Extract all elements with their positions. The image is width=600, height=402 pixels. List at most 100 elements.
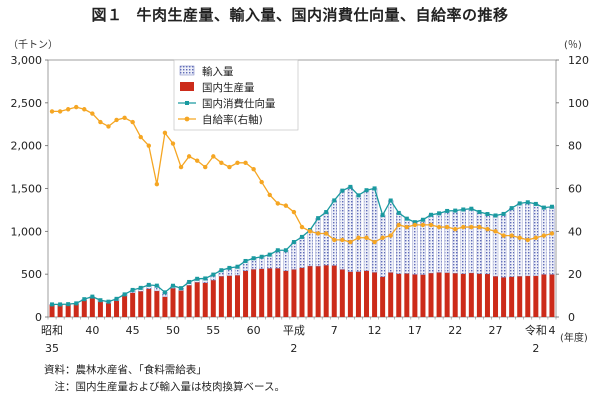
consumption-point bbox=[324, 210, 329, 215]
self-sufficiency-point bbox=[275, 201, 281, 206]
bar-domestic-production bbox=[412, 274, 418, 317]
consumption-point bbox=[469, 206, 474, 211]
bar-domestic-production bbox=[243, 270, 249, 317]
self-sufficiency-point bbox=[219, 160, 224, 165]
consumption-point bbox=[283, 248, 288, 253]
bar-domestic-production bbox=[218, 276, 224, 317]
bar-imports bbox=[420, 219, 426, 275]
bar-domestic-production bbox=[339, 269, 345, 317]
left-tick-label: 1,500 bbox=[11, 183, 43, 196]
bar-domestic-production bbox=[65, 304, 71, 317]
bar-imports bbox=[460, 209, 466, 274]
consumption-point bbox=[267, 252, 272, 257]
bar-layer bbox=[49, 186, 555, 317]
consumption-point bbox=[541, 205, 546, 210]
bar-domestic-production bbox=[509, 276, 515, 317]
consumption-point bbox=[396, 210, 401, 215]
x-tick-label: 55 bbox=[206, 324, 220, 337]
consumption-point bbox=[364, 188, 369, 193]
self-sufficiency-point bbox=[525, 237, 530, 243]
legend-domestic-label: 国内生産量 bbox=[202, 81, 255, 94]
self-sufficiency-point bbox=[307, 229, 313, 234]
self-sufficiency-point bbox=[162, 130, 168, 136]
self-sufficiency-point bbox=[509, 233, 514, 238]
bar-imports bbox=[444, 210, 450, 273]
bar-domestic-production bbox=[210, 280, 216, 317]
x-tick-label: 平成 bbox=[283, 324, 305, 337]
bar-imports bbox=[283, 250, 289, 271]
x-axis-unit: (年度) bbox=[560, 333, 588, 344]
self-sufficiency-point bbox=[211, 154, 216, 159]
self-sufficiency-point bbox=[517, 235, 522, 240]
self-sufficiency-point bbox=[453, 226, 458, 232]
consumption-point bbox=[74, 301, 79, 306]
x-tick-label-sub: 2 bbox=[532, 342, 539, 355]
bar-domestic-production bbox=[105, 303, 111, 317]
self-sufficiency-point bbox=[178, 164, 184, 170]
bar-domestic-production bbox=[541, 274, 547, 317]
bar-domestic-production bbox=[178, 290, 184, 317]
bar-imports bbox=[541, 207, 547, 275]
self-sufficiency-point bbox=[170, 141, 176, 146]
bar-domestic-production bbox=[388, 272, 394, 317]
bar-domestic-production bbox=[533, 275, 539, 317]
self-sufficiency-point bbox=[549, 231, 555, 236]
bar-imports bbox=[476, 211, 483, 274]
consumption-point bbox=[388, 198, 393, 203]
self-sufficiency-point bbox=[259, 179, 264, 185]
source-note: 資料：農林水産省、「食料需給表」 bbox=[44, 364, 207, 376]
x-tick-label: 50 bbox=[166, 324, 180, 337]
bar-domestic-production bbox=[130, 292, 136, 317]
bar-imports bbox=[355, 195, 362, 272]
consumption-point bbox=[356, 193, 361, 198]
bar-domestic-production bbox=[468, 272, 474, 317]
consumption-point bbox=[219, 268, 224, 273]
left-tick-label: 2,000 bbox=[11, 140, 43, 153]
bar-imports bbox=[484, 213, 491, 275]
x-tick-label: 40 bbox=[85, 324, 99, 337]
x-tick-label: 7 bbox=[331, 324, 338, 337]
self-sufficiency-point bbox=[291, 209, 297, 215]
left-tick-label: 3,000 bbox=[11, 54, 43, 67]
self-sufficiency-point bbox=[57, 109, 63, 114]
consumption-point bbox=[429, 212, 434, 217]
bar-imports bbox=[379, 214, 386, 277]
consumption-point bbox=[203, 276, 208, 281]
self-sufficiency-point bbox=[235, 160, 240, 165]
consumption-point bbox=[525, 200, 530, 205]
consumption-point bbox=[404, 216, 409, 221]
bar-domestic-production bbox=[380, 276, 386, 317]
bar-imports bbox=[315, 217, 321, 267]
bar-domestic-production bbox=[114, 300, 120, 317]
consumption-point bbox=[453, 208, 458, 213]
self-sufficiency-point bbox=[186, 154, 192, 159]
consumption-point bbox=[243, 258, 248, 263]
right-tick-label: 40 bbox=[568, 225, 582, 238]
self-sufficiency-point bbox=[332, 237, 337, 243]
legend-self-sufficiency-label: 自給率(右軸) bbox=[202, 113, 263, 126]
self-sufficiency-point bbox=[243, 160, 248, 165]
bar-domestic-production bbox=[291, 269, 297, 317]
bar-imports bbox=[500, 213, 507, 278]
self-sufficiency-point bbox=[493, 229, 498, 234]
x-tick-label: 4 bbox=[548, 324, 555, 337]
consumption-point bbox=[227, 265, 232, 270]
consumption-point bbox=[58, 302, 63, 307]
self-sufficiency-point bbox=[428, 222, 434, 228]
self-sufficiency-point bbox=[388, 233, 393, 238]
bar-domestic-production bbox=[525, 275, 531, 317]
axes-layer: 0 500 1,000 1,500 2,000 2,500 3,000 0 20 40 60 80 10… bbox=[11, 54, 590, 355]
consumption-point bbox=[509, 206, 514, 211]
chart-notes: 資料：農林水産省、「食料需給表」 注：国内生産量および輸入量は枝肉換算ベース。 bbox=[44, 362, 285, 396]
consumption-point bbox=[372, 186, 377, 191]
self-sufficiency-point bbox=[146, 143, 151, 148]
bar-domestic-production bbox=[493, 276, 499, 317]
self-sufficiency-point bbox=[65, 107, 71, 112]
self-sufficiency-point bbox=[227, 164, 232, 170]
bar-domestic-production bbox=[122, 295, 128, 317]
consumption-point bbox=[138, 285, 143, 290]
bar-domestic-production bbox=[331, 265, 337, 317]
bar-domestic-production bbox=[89, 298, 95, 317]
x-tick-label: 12 bbox=[368, 324, 382, 337]
bar-domestic-production bbox=[299, 267, 305, 317]
